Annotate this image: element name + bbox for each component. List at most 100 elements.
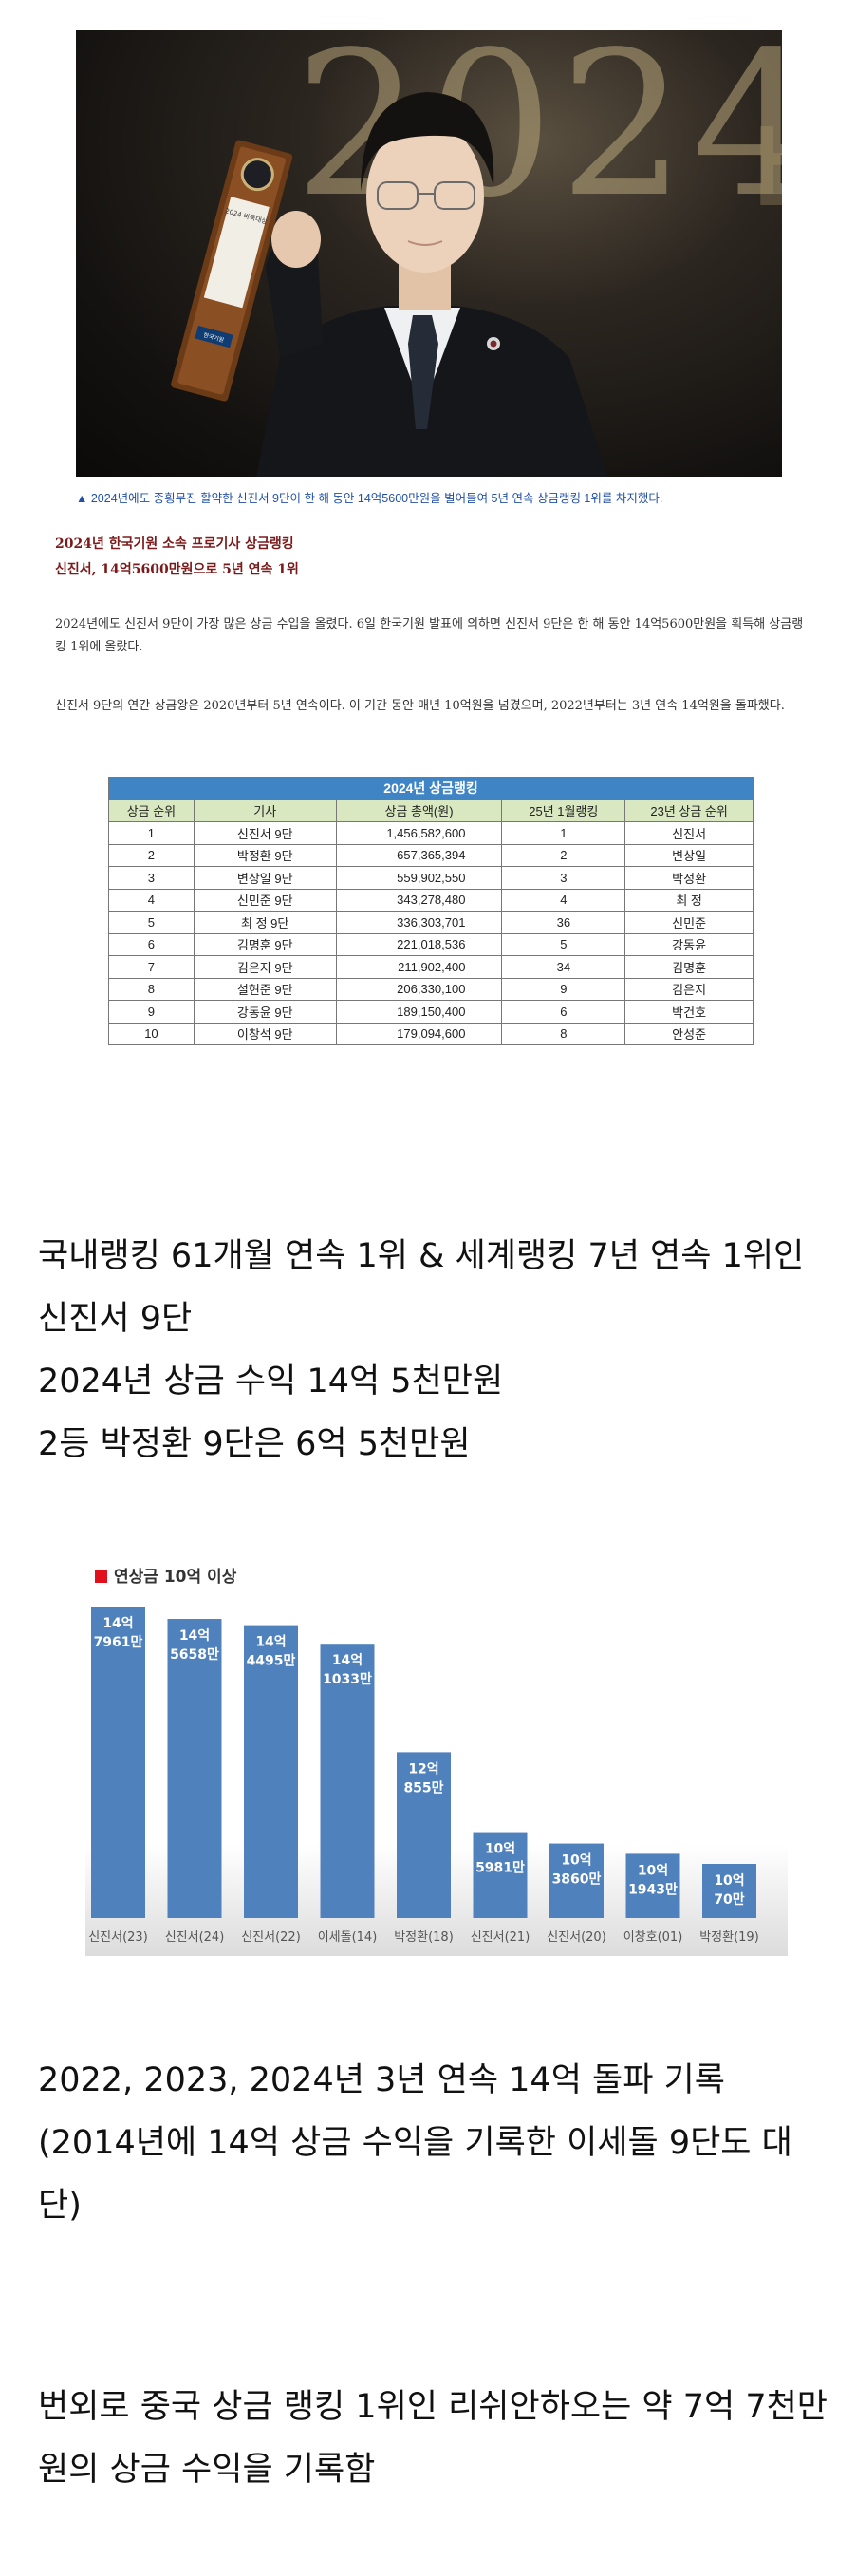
article-paragraph-2: 신진서 9단의 연간 상금왕은 2020년부터 5년 연속이다. 이 기간 동안… <box>55 699 785 713</box>
cell-jan-rank: 36 <box>501 911 626 934</box>
bar-label-eok: 10억 <box>638 1863 668 1878</box>
cell-player: 강동윤 9단 <box>193 1000 337 1024</box>
cell-rank: 4 <box>108 888 195 912</box>
col-header-total: 상금 총액(원) <box>335 799 503 822</box>
cell-rank: 2 <box>108 843 195 867</box>
cell-player: 신진서 9단 <box>193 821 337 845</box>
headline-line-2: 신진서, 14억5600만원으로 5년 연속 1위 <box>55 562 299 577</box>
bar-label-eok: 14억 <box>332 1653 363 1668</box>
cell-jan-rank: 4 <box>501 888 626 912</box>
article-headline: 2024년 한국기원 소속 프로기사 상금랭킹 신진서, 14억5600만원으로… <box>55 532 299 583</box>
bar-label-man: 1943만 <box>628 1882 678 1897</box>
cell-jan-rank: 1 <box>501 821 626 845</box>
bar-label-eok: 14억 <box>179 1628 210 1644</box>
cell-total: 657,365,394 <box>335 843 503 867</box>
bar-label-eok: 12억 <box>408 1761 438 1777</box>
cell-player: 이창석 9단 <box>193 1022 337 1045</box>
table-body: 1 신진서 9단 1,456,582,600 1 신진서 2 박정환 9단 657,365,3… <box>108 821 754 1045</box>
cell-prev-rank: 김은지 <box>624 977 754 1001</box>
cell-total: 336,303,701 <box>335 911 503 934</box>
person-with-trophy: 2024 바둑대상 한국기원 <box>171 92 607 477</box>
bar-label-man: 855만 <box>403 1780 443 1796</box>
cell-prev-rank: 박정환 <box>624 866 754 890</box>
legend-marker <box>95 1570 107 1583</box>
photo-caption: ▲ 2024년에도 종횡무진 활약한 신진서 9단이 한 해 동안 14억560… <box>76 492 663 505</box>
col-header-prev-rank: 23년 상금 순위 <box>624 799 754 822</box>
chart-title: 연상금 10억 이상 <box>114 1568 237 1587</box>
table-row: 6 김명훈 9단 221,018,536 5 강동윤 <box>108 932 754 956</box>
bar <box>320 1644 375 1918</box>
bar <box>702 1864 756 1918</box>
cell-player: 최 정 9단 <box>193 911 337 934</box>
cell-rank: 5 <box>108 911 195 934</box>
cell-player: 박정환 9단 <box>193 843 337 867</box>
cell-player: 신민준 9단 <box>193 888 337 912</box>
cell-total: 343,278,480 <box>335 888 503 912</box>
award-photo: 2024 ㅂ <box>76 30 782 477</box>
cell-jan-rank: 5 <box>501 932 626 956</box>
category-label: 신진서(22) <box>241 1930 301 1945</box>
headline-line-1: 2024년 한국기원 소속 프로기사 상금랭킹 <box>55 536 294 552</box>
cell-total: 559,902,550 <box>335 866 503 890</box>
table-row: 7 김은지 9단 211,902,400 34 김명훈 <box>108 955 754 979</box>
cell-player: 변상일 9단 <box>193 866 337 890</box>
article-image: 2024 ㅂ <box>55 30 803 1065</box>
bar-label-man: 4495만 <box>247 1654 296 1669</box>
cell-prev-rank: 최 정 <box>624 888 754 912</box>
cell-jan-rank: 2 <box>501 843 626 867</box>
bar <box>244 1625 298 1918</box>
category-label: 이창호(01) <box>623 1930 683 1945</box>
bar-label-eok: 10억 <box>714 1873 744 1889</box>
table-row: 2 박정환 9단 657,365,394 2 변상일 <box>108 843 754 867</box>
bar-label-man: 70만 <box>714 1892 744 1908</box>
cell-rank: 9 <box>108 1000 195 1024</box>
bar-label-man: 7961만 <box>94 1635 143 1650</box>
category-label: 신진서(20) <box>547 1930 606 1945</box>
photo-backdrop-char: ㅂ <box>731 40 782 273</box>
category-label: 박정환(18) <box>394 1930 454 1945</box>
table-row: 10 이창석 9단 179,094,600 8 안성준 <box>108 1022 754 1045</box>
table-row: 3 변상일 9단 559,902,550 3 박정환 <box>108 866 754 890</box>
table-row: 4 신민준 9단 343,278,480 4 최 정 <box>108 888 754 912</box>
cell-prev-rank: 변상일 <box>624 843 754 867</box>
cell-prev-rank: 박건호 <box>624 1000 754 1024</box>
table-row: 8 설현준 9단 206,330,100 9 김은지 <box>108 977 754 1001</box>
bar <box>625 1853 680 1918</box>
bar-label-eok: 10억 <box>561 1853 591 1869</box>
prize-ranking-table: 2024년 상금랭킹 상금 순위 기사 상금 총액(원) 25년 1월랭킹 23… <box>108 777 754 1045</box>
category-label: 신진서(24) <box>165 1930 225 1945</box>
cell-rank: 3 <box>108 866 195 890</box>
cell-rank: 6 <box>108 932 195 956</box>
bar <box>549 1843 604 1918</box>
category-label: 이세돌(14) <box>318 1930 378 1945</box>
text-block-3: 번외로 중국 상금 랭킹 1위인 리쉬안하오는 약 7억 7천만원의 상금 수익… <box>38 2388 828 2489</box>
prize-chart: 연상금 10억 이상 14억 7961만 신진서(23) 14억 5658만 신진서(24)… <box>85 1557 788 1956</box>
bar-label-man: 1033만 <box>323 1672 372 1687</box>
cell-prev-rank: 안성준 <box>624 1022 754 1045</box>
cell-total: 206,330,100 <box>335 977 503 1001</box>
table-row: 9 강동윤 9단 189,150,400 6 박건호 <box>108 1000 754 1024</box>
cell-player: 김명훈 9단 <box>193 932 337 956</box>
cell-player: 김은지 9단 <box>193 955 337 979</box>
cell-jan-rank: 34 <box>501 955 626 979</box>
article-paragraph-1: 2024년에도 신진서 9단이 가장 많은 상금 수입을 올렸다. 6일 한국기… <box>55 617 804 654</box>
cell-total: 189,150,400 <box>335 1000 503 1024</box>
cell-player: 설현준 9단 <box>193 977 337 1001</box>
bar-label-eok: 10억 <box>485 1842 515 1857</box>
cell-prev-rank: 신진서 <box>624 821 754 845</box>
category-label: 신진서(23) <box>88 1930 148 1945</box>
cell-prev-rank: 강동윤 <box>624 932 754 956</box>
cell-jan-rank: 3 <box>501 866 626 890</box>
bar-label-eok: 14억 <box>102 1616 133 1631</box>
table-row: 1 신진서 9단 1,456,582,600 1 신진서 <box>108 821 754 845</box>
cell-prev-rank: 신민준 <box>624 911 754 934</box>
category-label: 신진서(21) <box>471 1930 530 1945</box>
bar-label-eok: 14억 <box>255 1635 286 1650</box>
cell-rank: 8 <box>108 977 195 1001</box>
text-block-2: 2022, 2023, 2024년 3년 연속 14억 돌파 기록 (2014년… <box>38 2061 792 2225</box>
cell-jan-rank: 8 <box>501 1022 626 1045</box>
cell-total: 1,456,582,600 <box>335 821 503 845</box>
table-title: 2024년 상금랭킹 <box>108 777 754 800</box>
